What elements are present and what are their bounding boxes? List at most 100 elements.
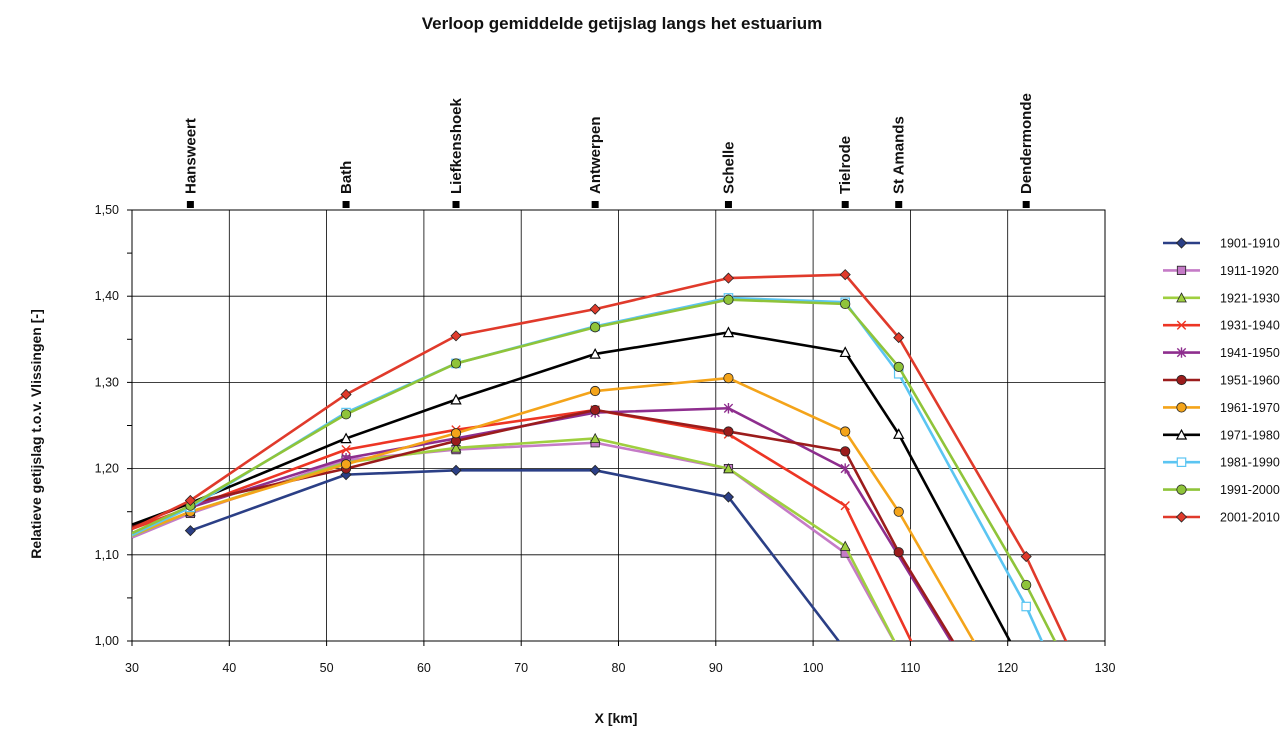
data-point	[341, 444, 351, 455]
legend-item: 1941-1950	[1163, 346, 1280, 360]
data-point	[1175, 237, 1188, 249]
location-label: Tielrode	[837, 136, 854, 194]
series-1961-1970	[132, 372, 976, 641]
location-marker	[1022, 201, 1030, 208]
data-point	[893, 428, 905, 439]
location-label: Dendermonde	[1018, 93, 1035, 194]
data-point	[1176, 320, 1187, 330]
data-point	[723, 463, 734, 474]
series-1941-1950	[132, 403, 953, 641]
data-point	[723, 403, 734, 414]
data-point	[840, 463, 850, 474]
x-tick-label: 60	[417, 661, 431, 675]
data-point	[590, 385, 601, 397]
series-1991-2000	[132, 294, 1057, 641]
y-tick-label: 1,50	[95, 203, 119, 217]
data-point	[722, 491, 735, 503]
data-point	[1176, 484, 1187, 495]
legend-label: 1981-1990	[1220, 456, 1280, 470]
series-line	[132, 298, 1057, 641]
legend: 1901-1910 1911-1920 1921-1930 1931-1940 1941…	[1163, 237, 1280, 525]
legend-label: 1921-1930	[1220, 291, 1280, 305]
data-point	[450, 464, 462, 476]
data-point	[184, 525, 196, 537]
chart-title: Verloop gemiddelde getijslag langs het e…	[422, 14, 823, 33]
data-point	[839, 346, 851, 358]
location-marker	[186, 201, 194, 208]
data-point	[589, 464, 601, 476]
data-point	[590, 404, 601, 416]
data-point	[723, 372, 734, 384]
data-point	[1175, 428, 1188, 440]
data-point	[450, 358, 462, 369]
data-point	[1021, 579, 1032, 591]
x-tick-label: 100	[803, 661, 824, 675]
location-label: Schelle	[720, 141, 737, 194]
data-point	[450, 393, 462, 405]
series-lines	[132, 269, 1068, 641]
series-line	[189, 469, 841, 641]
data-point	[723, 294, 734, 305]
grid	[131, 209, 1106, 642]
x-tick-label: 80	[612, 661, 626, 675]
data-point	[1176, 347, 1187, 358]
data-point	[1021, 601, 1031, 612]
legend-item: 1971-1980	[1163, 428, 1280, 442]
legend-label: 1971-1980	[1220, 428, 1280, 442]
data-point	[840, 298, 851, 310]
x-tick-label: 130	[1095, 661, 1116, 675]
legend-label: 2001-2010	[1220, 511, 1280, 525]
data-point	[340, 432, 352, 444]
y-tick-label: 1,10	[95, 548, 119, 562]
legend-item: 1921-1930	[1163, 291, 1280, 305]
data-point	[839, 540, 851, 551]
data-point	[840, 446, 851, 457]
legend-item: 1951-1960	[1163, 374, 1280, 388]
axes: 30 40 50 60 70 80 90 100 110 120 130 1,00 1,10 1,20 1,…	[95, 203, 1116, 675]
data-point	[722, 272, 735, 284]
location-label: Bath	[338, 161, 355, 194]
legend-item: 1981-1990	[1163, 456, 1280, 470]
data-point	[840, 500, 850, 511]
location-label: Antwerpen	[587, 116, 604, 194]
legend-label: 1961-1970	[1220, 401, 1280, 415]
series-2001-2010	[132, 269, 1068, 641]
x-tick-label: 120	[997, 661, 1018, 675]
legend-label: 1941-1950	[1220, 346, 1280, 360]
y-tick-label: 1,20	[95, 462, 119, 476]
y-tick-label: 1,00	[95, 634, 119, 648]
location-marker	[841, 201, 849, 208]
legend-label: 1911-1920	[1220, 264, 1279, 278]
data-point	[1176, 402, 1187, 413]
series-line	[132, 273, 1068, 641]
series-1971-1980	[132, 326, 1012, 641]
x-tick-label: 30	[125, 661, 139, 675]
series-line	[132, 331, 1012, 641]
location-marker	[452, 201, 460, 208]
legend-label: 1931-1940	[1220, 319, 1280, 333]
data-point	[893, 547, 904, 558]
x-tick-label: 110	[900, 661, 920, 675]
data-point	[1176, 374, 1187, 386]
data-point	[340, 459, 352, 470]
x-tick-label: 50	[320, 661, 334, 675]
legend-item: 1901-1910	[1163, 237, 1280, 251]
location-marker	[724, 201, 732, 208]
location-marker	[895, 201, 903, 208]
location-marker	[342, 201, 350, 208]
data-point	[590, 322, 601, 333]
series-1901-1910	[184, 464, 841, 641]
legend-item: 1931-1940	[1163, 319, 1280, 333]
data-point	[722, 326, 735, 338]
data-point	[723, 426, 734, 437]
data-point	[1176, 292, 1187, 303]
legend-item: 2001-2010	[1163, 511, 1280, 525]
x-tick-label: 70	[514, 661, 528, 675]
data-point	[1176, 265, 1187, 276]
data-point	[1020, 550, 1032, 563]
x-axis-title: X [km]	[595, 710, 638, 726]
data-point	[589, 303, 601, 315]
data-point	[1176, 457, 1187, 467]
